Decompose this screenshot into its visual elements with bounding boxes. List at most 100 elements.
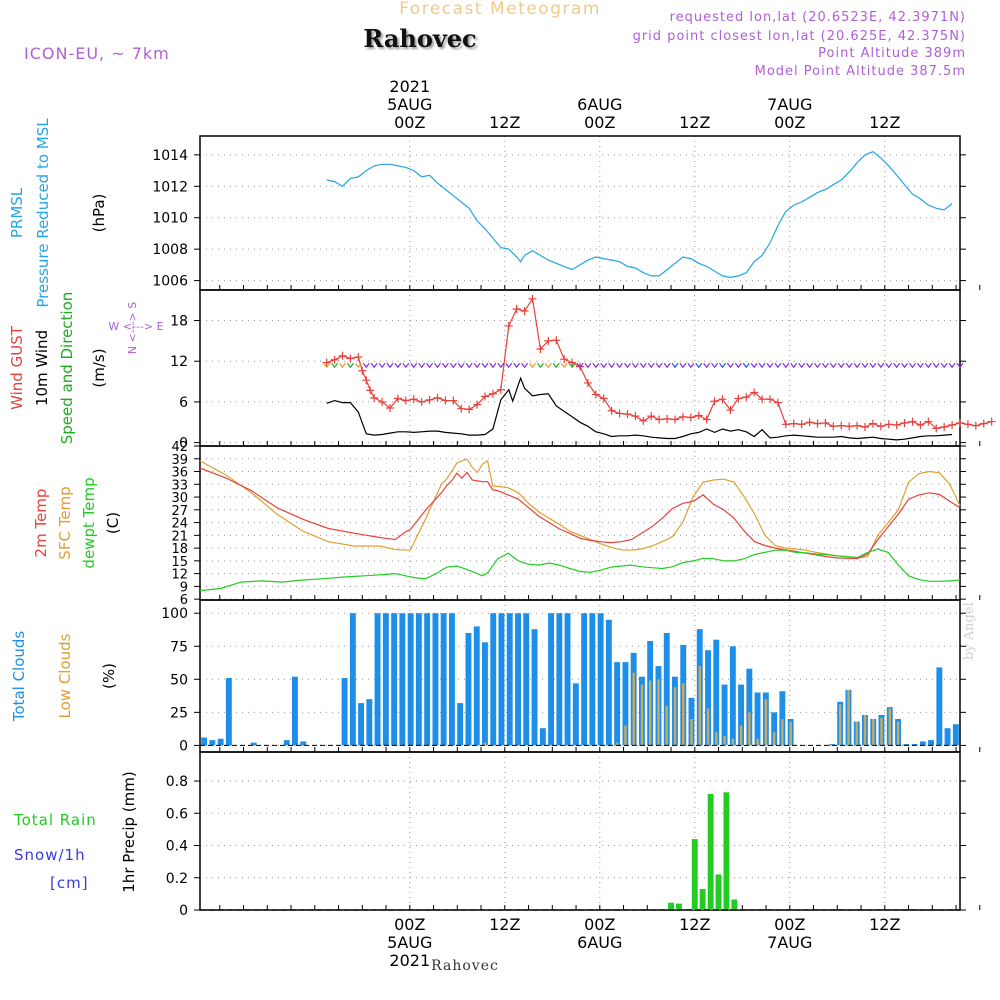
wind-direction-arrow bbox=[845, 362, 853, 369]
gust-marker bbox=[370, 393, 379, 402]
gust-marker bbox=[694, 411, 703, 420]
total-cloud-bar bbox=[705, 650, 711, 746]
location-title: Rahovec bbox=[363, 24, 477, 53]
total-cloud-bar bbox=[498, 613, 505, 746]
wind-direction-arrow bbox=[608, 362, 616, 369]
rain-bar bbox=[731, 899, 738, 910]
wind-direction-arrow bbox=[916, 362, 924, 369]
low-cloud-bar bbox=[673, 687, 677, 746]
wind-direction-arrow bbox=[901, 362, 909, 369]
wind-direction-arrow bbox=[465, 362, 473, 369]
requested-coords: requested lon,lat (20.6523E, 42.3971N) bbox=[669, 10, 966, 25]
total-cloud-bar bbox=[903, 744, 910, 746]
total-cloud-bar bbox=[911, 744, 918, 746]
gust-marker bbox=[734, 394, 743, 403]
low-cloud-bar bbox=[682, 683, 685, 746]
gust-marker bbox=[568, 358, 577, 367]
gust-marker bbox=[322, 358, 331, 367]
total-cloud-bar bbox=[473, 626, 480, 746]
total-cloud-bar bbox=[523, 613, 530, 746]
side-label: Total Rain bbox=[13, 811, 97, 829]
gust-marker bbox=[583, 378, 592, 387]
total-cloud-bar bbox=[572, 683, 579, 746]
wind-direction-arrow bbox=[426, 362, 434, 369]
wind-direction-arrow bbox=[394, 362, 402, 369]
wind-direction-arrow bbox=[410, 362, 418, 369]
wind-direction-arrow bbox=[774, 362, 782, 369]
low-cloud-bar bbox=[764, 699, 768, 746]
side-label: 10m Wind bbox=[33, 330, 51, 406]
total-cloud-bar bbox=[556, 613, 563, 746]
gust-marker bbox=[362, 376, 371, 385]
total-cloud-bar bbox=[424, 613, 431, 746]
side-label: Total Clouds bbox=[10, 631, 28, 723]
point-altitude: Point Altitude 389m bbox=[818, 46, 966, 61]
gust-marker bbox=[797, 420, 806, 429]
wind-direction-arrow bbox=[742, 362, 750, 369]
wind-direction-arrow bbox=[679, 362, 687, 369]
wind-direction-arrow bbox=[584, 362, 592, 369]
rain-bar bbox=[676, 903, 682, 910]
gust-marker bbox=[358, 366, 367, 375]
top-time-label: 2021 bbox=[389, 77, 430, 96]
gust-marker bbox=[781, 420, 790, 429]
y-tick-label: 0 bbox=[179, 436, 188, 452]
gust-marker bbox=[417, 397, 426, 406]
top-time-label: 7AUG bbox=[767, 95, 812, 114]
low-cloud-bar bbox=[839, 704, 842, 746]
top-time-label: 12Z bbox=[489, 113, 520, 132]
total-cloud-bar bbox=[407, 613, 414, 746]
gust-marker bbox=[449, 396, 458, 405]
gust-marker bbox=[884, 420, 893, 429]
wind-direction-arrow bbox=[481, 362, 489, 369]
wind-direction-arrow bbox=[821, 362, 829, 369]
wind-direction-arrow bbox=[386, 362, 394, 369]
model-point-altitude: Model Point Altitude 387.5m bbox=[754, 64, 966, 79]
side-label: Snow/1h bbox=[14, 846, 86, 864]
wind-direction-arrow bbox=[631, 362, 639, 369]
total-cloud-bar bbox=[614, 662, 621, 746]
gust-marker bbox=[330, 355, 339, 364]
total-cloud-bar bbox=[597, 613, 604, 746]
gust-marker bbox=[393, 394, 402, 403]
total-cloud-bar bbox=[201, 737, 208, 746]
side-label: Wind GUST bbox=[8, 325, 26, 410]
total-cloud-bar bbox=[217, 738, 224, 746]
total-cloud-bar bbox=[209, 740, 216, 746]
total-cloud-bar bbox=[738, 684, 744, 746]
pressure-prmsl-line bbox=[326, 151, 953, 279]
gust-marker bbox=[520, 307, 529, 316]
y-tick-label: 24 bbox=[171, 517, 188, 532]
gust-marker bbox=[963, 420, 972, 429]
wind-direction-arrow bbox=[402, 362, 410, 369]
low-cloud-bar bbox=[731, 738, 734, 746]
wind-direction-arrow bbox=[758, 362, 766, 369]
total-cloud-bar bbox=[358, 703, 364, 746]
total-cloud-bar bbox=[366, 699, 373, 746]
total-cloud-bar bbox=[482, 642, 488, 746]
low-cloud-bar bbox=[690, 719, 693, 746]
gust-marker bbox=[892, 420, 901, 429]
gust-marker bbox=[853, 421, 862, 430]
wind-direction-arrow bbox=[339, 362, 346, 369]
total-cloud-bar bbox=[225, 678, 232, 746]
wind-direction-arrow bbox=[837, 362, 845, 369]
gust-marker bbox=[496, 385, 505, 394]
bottom-time-label: 00Z bbox=[584, 915, 615, 934]
total-cloud-bar bbox=[539, 728, 546, 746]
wind-direction-arrow bbox=[346, 362, 354, 369]
y-tick-label: 6 bbox=[180, 593, 188, 608]
wind-direction-arrow bbox=[932, 362, 940, 369]
total-cloud-bar bbox=[581, 613, 588, 746]
top-time-label: 6AUG bbox=[577, 95, 622, 114]
total-cloud-bar bbox=[928, 740, 934, 746]
grid-point-coords: grid point closest lon,lat (20.625E, 42.… bbox=[632, 29, 966, 44]
panel-wind: 0 6 12 18 Wind GUST 10m Wind Speed and Directi… bbox=[8, 289, 981, 452]
gust-marker bbox=[655, 415, 664, 424]
wind-direction-arrow bbox=[513, 362, 521, 369]
footer-location: Rahovec bbox=[431, 958, 499, 974]
gust-marker bbox=[599, 394, 608, 403]
y-tick-label: 0 bbox=[179, 903, 188, 919]
gust-marker bbox=[552, 336, 561, 345]
total-cloud-bar bbox=[457, 703, 464, 746]
